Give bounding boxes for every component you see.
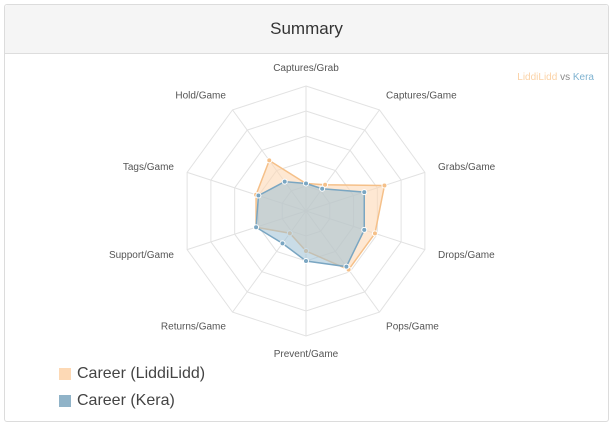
data-point-career-liddilidd-captures-game: [322, 181, 329, 188]
data-point-career-kera-pops-game: [343, 263, 350, 270]
data-point-career-liddilidd-hold-game: [266, 157, 273, 164]
axis-label-hold-game: Hold/Game: [175, 90, 226, 101]
legend-label-liddilidd: Career (LiddiLidd): [77, 364, 206, 382]
data-point-career-kera-captures-grab: [303, 180, 309, 187]
axis-label-tags-game: Tags/Game: [123, 162, 175, 173]
legend-swatch-kera: [59, 394, 71, 407]
panel-title: Summary: [270, 19, 343, 38]
summary-panel: Summary Captures/Grab Captures/Game Grabs/…: [4, 4, 609, 422]
axis-label-drops-game: Drops/Game: [438, 250, 495, 261]
data-point-career-kera-prevent-game: [303, 258, 309, 264]
player-a-name: LiddiLidd: [517, 72, 558, 83]
legend-item-kera[interactable]: Career (Kera): [59, 387, 205, 414]
chart-legend: Career (LiddiLidd) Career (Kera): [59, 360, 205, 414]
data-point-career-kera-drops-game: [361, 226, 368, 233]
legend-item-liddilidd[interactable]: Career (LiddiLidd): [59, 360, 205, 387]
axis-label-support-game: Support/Game: [109, 250, 174, 261]
data-point-career-kera-support-game: [253, 224, 260, 231]
data-point-career-kera-captures-game: [319, 185, 326, 192]
radar-chart: Captures/Grab Captures/Game Grabs/Game Drop…: [5, 54, 608, 421]
series-area-career-kera: [255, 180, 366, 268]
axis-label-prevent-game: Prevent/Game: [274, 349, 339, 360]
data-point-career-kera-grabs-game: [361, 189, 368, 196]
legend-label-kera: Career (Kera): [77, 391, 175, 409]
axis-label-captures-game: Captures/Game: [386, 90, 457, 101]
panel-header: Summary: [5, 5, 608, 54]
data-point-career-kera-returns-game: [279, 240, 286, 247]
axis-label-returns-game: Returns/Game: [161, 322, 226, 333]
player-b-name: Kera: [572, 72, 594, 83]
data-point-career-kera-hold-game: [281, 178, 288, 185]
axis-label-pops-game: Pops/Game: [386, 322, 439, 333]
data-point-career-kera-tags-game: [255, 192, 262, 199]
vs-separator: vs: [560, 72, 571, 83]
axis-label-grabs-game: Grabs/Game: [438, 162, 496, 173]
data-point-career-liddilidd-drops-game: [371, 230, 378, 237]
player-comparison-label: LiddiLidd vs Kera: [517, 72, 594, 83]
legend-swatch-liddilidd: [59, 367, 71, 380]
data-point-career-liddilidd-grabs-game: [381, 182, 388, 189]
radar-chart-svg: Captures/Grab Captures/Game Grabs/Game Drop…: [109, 63, 496, 360]
axis-label-captures-grab: Captures/Grab: [273, 63, 339, 74]
